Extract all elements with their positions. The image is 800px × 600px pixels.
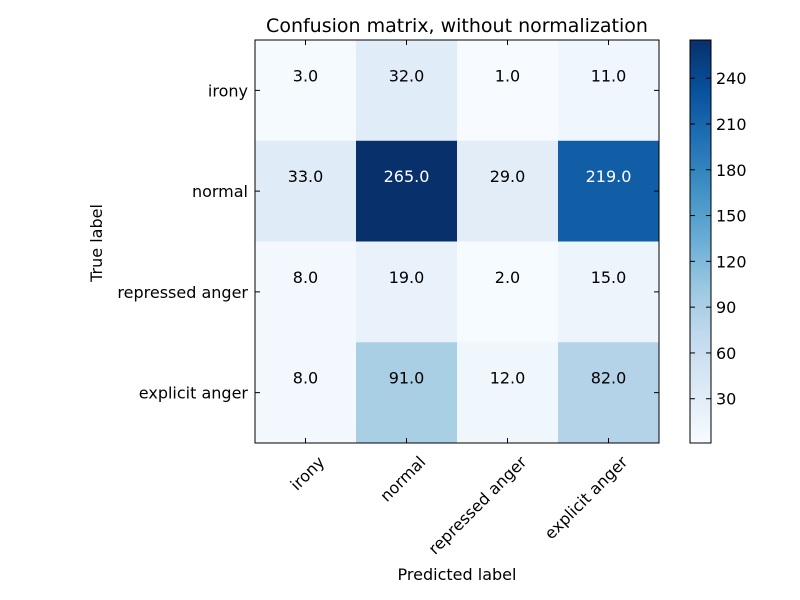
cell-value-label: 1.0	[495, 66, 520, 85]
matrix-cell	[558, 140, 660, 242]
cell-value-label: 8.0	[293, 268, 318, 287]
matrix-cell	[558, 40, 660, 142]
cell-value-label: 11.0	[591, 66, 627, 85]
y-axis-ticks: irony normal repressed anger explicit anger	[117, 81, 659, 403]
cell-value-label: 82.0	[591, 369, 627, 388]
x-tick-label: normal	[376, 452, 429, 505]
colorbar-tick-label: 120	[716, 252, 747, 271]
matrix-cell	[457, 241, 559, 343]
y-axis-label: True label	[87, 204, 106, 283]
plot-frame	[254, 39, 660, 444]
colorbar-tick-label: 240	[716, 69, 747, 88]
matrix-cell	[255, 342, 357, 444]
colorbar-tick-label: 60	[716, 344, 736, 363]
colorbar-frame	[689, 39, 712, 444]
matrix-cell	[255, 40, 357, 142]
matrix-cell	[457, 140, 559, 242]
y-tick-label: repressed anger	[117, 283, 248, 302]
matrix-cell	[558, 241, 660, 343]
x-tick-label: explicit anger	[541, 452, 632, 543]
colorbar	[690, 40, 711, 443]
cell-value-label: 219.0	[586, 167, 632, 186]
cell-value-label: 91.0	[389, 369, 425, 388]
cell-value-label: 29.0	[490, 167, 526, 186]
cell-value-label: 8.0	[293, 369, 318, 388]
colorbar-tick-label: 180	[716, 161, 747, 180]
y-tick-label: normal	[192, 182, 248, 201]
matrix-cells	[255, 40, 660, 444]
cell-value-label: 15.0	[591, 268, 627, 287]
matrix-cell	[356, 140, 458, 242]
matrix-cell	[457, 342, 559, 444]
colorbar-ticks: 30 60 90 120 150 180 210 240	[690, 69, 747, 409]
matrix-cell	[356, 241, 458, 343]
matrix-cell	[457, 40, 559, 142]
colorbar-tick-label: 210	[716, 115, 747, 134]
cell-value-label: 2.0	[495, 268, 520, 287]
colorbar-tick-label: 150	[716, 207, 747, 226]
cell-value-label: 12.0	[490, 369, 526, 388]
cell-value-label: 19.0	[389, 268, 425, 287]
x-tick-label: irony	[287, 452, 329, 494]
cell-value-label: 32.0	[389, 66, 425, 85]
x-axis-label: Predicted label	[398, 565, 517, 584]
y-tick-label: irony	[208, 81, 248, 100]
x-tick-label: repressed anger	[425, 452, 531, 558]
matrix-cell	[356, 40, 458, 142]
cell-value-label: 3.0	[293, 66, 318, 85]
matrix-cell-labels: 3.0 32.0 1.0 11.0 33.0 265.0 29.0 219.0 8.0 19.0 2…	[288, 66, 632, 387]
cell-value-label: 33.0	[288, 167, 324, 186]
cell-value-label: 265.0	[384, 167, 430, 186]
matrix-cell	[255, 241, 357, 343]
colorbar-tick-label: 90	[716, 298, 736, 317]
matrix-cell	[356, 342, 458, 444]
y-tick-label: explicit anger	[139, 384, 249, 403]
chart-title: Confusion matrix, without normalization	[266, 15, 648, 37]
matrix-cell	[255, 140, 357, 242]
colorbar-tick-label: 30	[716, 390, 736, 409]
matrix-cell	[558, 342, 660, 444]
